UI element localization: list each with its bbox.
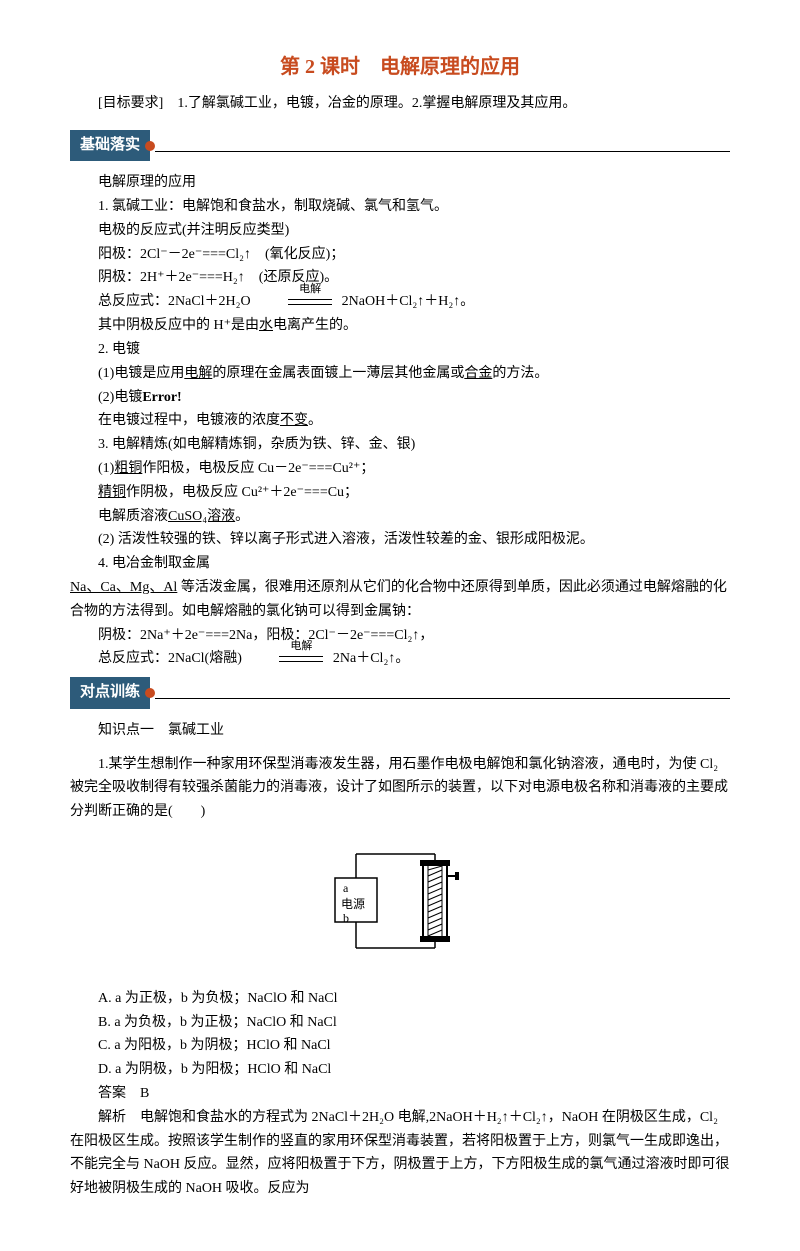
apparatus-figure: a 电源 b [70, 836, 730, 975]
q1-stem: 1.某学生想制作一种家用环保型消毒液发生器，用石墨作电极电解饱和氯化钠溶液，通电… [70, 753, 730, 824]
l6b: 电离产生的。 [273, 318, 357, 333]
l8b: 的原理在金属表面镀上一薄层其他金属或 [212, 366, 464, 381]
l6u-underline: 水 [259, 318, 273, 333]
section-rule [155, 150, 730, 152]
l12u: 粗铜 [114, 461, 142, 476]
l12b: 作阳极，电极反应 Cu－2e⁻===Cu²⁺； [142, 461, 374, 476]
q1-optA: A. a 为正极，b 为负极；NaClO 和 NaCl [70, 987, 730, 1011]
section-foundation: 基础落实 [70, 130, 730, 162]
l17u: Na、Ca、Mg、Al [70, 580, 177, 595]
knowledge-point-1: 知识点一 氯碱工业 [70, 719, 730, 743]
l9a: (2)电镀 [98, 390, 142, 405]
line-18: 阴极：2Na⁺＋2e⁻===2Na，阳极：2Cl⁻－2e⁻===Cl₂↑， [70, 624, 730, 648]
line-11: 3. 电解精炼(如电解精炼铜，杂质为铁、锌、金、银) [70, 433, 730, 457]
l13b: 作阴极，电极反应 Cu²⁺＋2e⁻===Cu； [126, 485, 358, 500]
l10b: 。 [308, 413, 322, 428]
q1-optC: C. a 为阳极，b 为阴极；HClO 和 NaCl [70, 1034, 730, 1058]
l13u: 精铜 [98, 485, 126, 500]
eq-double-line-icon-2 [279, 656, 323, 662]
l14a: 电解质溶液 [98, 509, 168, 524]
line-14: 电解质溶液CuSO₄溶液。 [70, 505, 730, 529]
l8c: 的方法。 [492, 366, 548, 381]
objective-text: [目标要求] 1.了解氯碱工业，电镀，冶金的原理。2.掌握电解原理及其应用。 [70, 92, 730, 116]
line-7: 2. 电镀 [70, 338, 730, 362]
line-1: 1. 氯碱工业：电解饱和食盐水，制取烧碱、氯气和氢气。 [70, 195, 730, 219]
l10u: 不变 [280, 413, 308, 428]
line-19: 总反应式：2NaCl(熔融) 电解 2Na＋Cl₂↑。 [70, 647, 730, 671]
l19b: 2Na＋Cl₂↑。 [333, 651, 409, 666]
line-5: 总反应式：2NaCl＋2H₂O 电解 2NaOH＋Cl₂↑＋H₂↑。 [70, 290, 730, 314]
line-3: 阳极：2Cl⁻－2e⁻===Cl₂↑ (氧化反应)； [70, 243, 730, 267]
line-6: 其中阴极反应中的 H⁺是由水电离产生的。 [70, 314, 730, 338]
section-dot-icon-2 [145, 688, 155, 698]
lesson-title: 第 2 课时 电解原理的应用 [70, 50, 730, 84]
l19a: 总反应式：2NaCl(熔融) [98, 651, 242, 666]
line-16: 4. 电冶金制取金属 [70, 552, 730, 576]
fig-label-a: a [343, 881, 349, 895]
section-practice: 对点训练 [70, 677, 730, 709]
l10a: 在电镀过程中，电镀液的浓度 [98, 413, 280, 428]
l9b-error: Error! [142, 390, 181, 405]
l14b: 。 [235, 509, 249, 524]
line-12: (1)粗铜作阳极，电极反应 Cu－2e⁻===Cu²⁺； [70, 457, 730, 481]
eq-over-label: 电解 [254, 280, 338, 299]
fig-label-src: 电源 [341, 897, 365, 911]
l14u: CuSO₄溶液 [168, 509, 235, 524]
q1-answer: 答案 B [70, 1082, 730, 1106]
line-4: 阴极：2H⁺＋2e⁻===H₂↑ (还原反应)。 [70, 266, 730, 290]
eq-double-line-icon [288, 299, 332, 305]
section-rule-2 [155, 697, 730, 699]
section-dot-icon [145, 141, 155, 151]
subheading-application: 电解原理的应用 [70, 171, 730, 195]
line-15: (2) 活泼性较强的铁、锌以离子形式进入溶液，活泼性较差的金、银形成阳极泥。 [70, 528, 730, 552]
l8a: (1)电镀是应用 [98, 366, 184, 381]
l8u1: 电解 [184, 366, 212, 381]
line-17: Na、Ca、Mg、Al 等活泼金属，很难用还原剂从它们的化合物中还原得到单质，因… [70, 576, 730, 624]
line-9: (2)电镀Error! [70, 386, 730, 410]
q1-optB: B. a 为负极，b 为正极；NaClO 和 NaCl [70, 1011, 730, 1035]
l12a: (1) [98, 461, 114, 476]
q1-explanation: 解析 电解饱和食盐水的方程式为 2NaCl＋2H₂O 电解,2NaOH＋H₂↑＋… [70, 1106, 730, 1201]
line-13: 精铜作阴极，电极反应 Cu²⁺＋2e⁻===Cu； [70, 481, 730, 505]
fig-label-b: b [343, 911, 349, 925]
section-foundation-label: 基础落实 [70, 130, 150, 162]
q1-optD: D. a 为阴极，b 为阳极；HClO 和 NaCl [70, 1058, 730, 1082]
l8u2: 合金 [464, 366, 492, 381]
eq-over-label-2: 电解 [245, 637, 329, 656]
eq-rhs: 2NaOH＋Cl₂↑＋H₂↑。 [342, 294, 475, 309]
section-practice-label: 对点训练 [70, 677, 150, 709]
line-2: 电极的反应式(并注明反应类型) [70, 219, 730, 243]
line-8: (1)电镀是应用电解的原理在金属表面镀上一薄层其他金属或合金的方法。 [70, 362, 730, 386]
l6a: 其中阴极反应中的 H⁺是由 [98, 318, 259, 333]
eq-lhs: 总反应式：2NaCl＋2H₂O [98, 294, 251, 309]
line-10: 在电镀过程中，电镀液的浓度不变。 [70, 409, 730, 433]
